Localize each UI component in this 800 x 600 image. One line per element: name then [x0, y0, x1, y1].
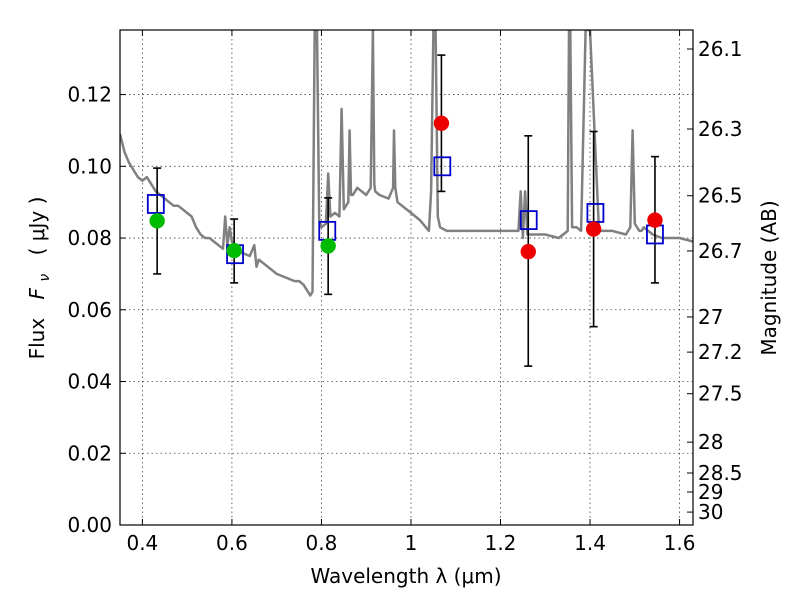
model-flux-square [433, 156, 452, 177]
model-flux-square [519, 210, 538, 231]
template-spectrum-line [120, 30, 693, 297]
x-axis-title: Wavelength λ (μm) [310, 564, 501, 588]
observed-flux-point [320, 238, 336, 254]
y-tick-label: 0.06 [67, 298, 112, 322]
observed-flux-point [585, 221, 602, 237]
y-axis-title-symbol: F [25, 287, 49, 299]
magnitude-tick-label: 29 [698, 480, 723, 504]
y2-axis-title: Magnitude (AB) [757, 200, 781, 355]
x-tick-label: 0.4 [126, 531, 158, 555]
template-spectrum [120, 30, 693, 297]
observed-flux-point [520, 243, 537, 260]
y-tick-label: 0.04 [67, 370, 112, 394]
y-axis-title-text: Flux [25, 318, 49, 360]
magnitude-tick-label: 27.5 [698, 382, 743, 406]
x-tick-label: 1 [405, 531, 418, 555]
magnitude-tick-label: 26.5 [698, 184, 743, 208]
x-axis-ticks: 0.4 0.6 0.8 1 1.2 1.4 1.6 [126, 30, 695, 555]
magnitude-tick-label: 30 [698, 500, 723, 524]
plot-border [119, 29, 694, 526]
observed-flux-point [226, 242, 242, 259]
y-axis-title: Flux F ν ( μJy ) [25, 197, 54, 360]
grid-lines [120, 30, 693, 526]
observed-flux-point [433, 115, 450, 132]
magnitude-tick-label: 27.2 [698, 340, 743, 364]
magnitude-tick-label: 28 [698, 430, 723, 454]
x-tick-label: 1.6 [664, 531, 696, 555]
plot-frame [119, 29, 694, 526]
magnitude-tick-label: 27 [698, 305, 723, 329]
magnitude-tick-label: 26.1 [698, 37, 743, 61]
observed-flux-point [647, 212, 663, 228]
y-tick-label: 0.02 [67, 441, 112, 465]
x-tick-label: 1.4 [574, 531, 606, 555]
y-axis-title-units: ( μJy ) [25, 197, 49, 256]
data-points [146, 115, 664, 265]
y-tick-label: 0.10 [67, 154, 112, 178]
x-tick-label: 1.2 [485, 531, 517, 555]
y-axis-title-symbol-sub: ν [37, 274, 53, 282]
y-tick-label: 0.08 [67, 226, 112, 250]
magnitude-tick-label: 28.5 [698, 461, 743, 485]
y-tick-label: 0.12 [67, 83, 112, 107]
x-tick-label: 0.8 [306, 531, 338, 555]
magnitude-tick-label: 26.7 [698, 239, 743, 263]
observed-flux-point [149, 213, 165, 229]
y-tick-label: 0.00 [67, 513, 112, 537]
y-axis-ticks: 0.00 0.02 0.04 0.06 0.08 0.10 0.12 [67, 83, 126, 537]
model-flux-square [146, 194, 165, 214]
x-tick-label: 0.6 [216, 531, 248, 555]
magnitude-tick-label: 26.3 [698, 117, 743, 141]
